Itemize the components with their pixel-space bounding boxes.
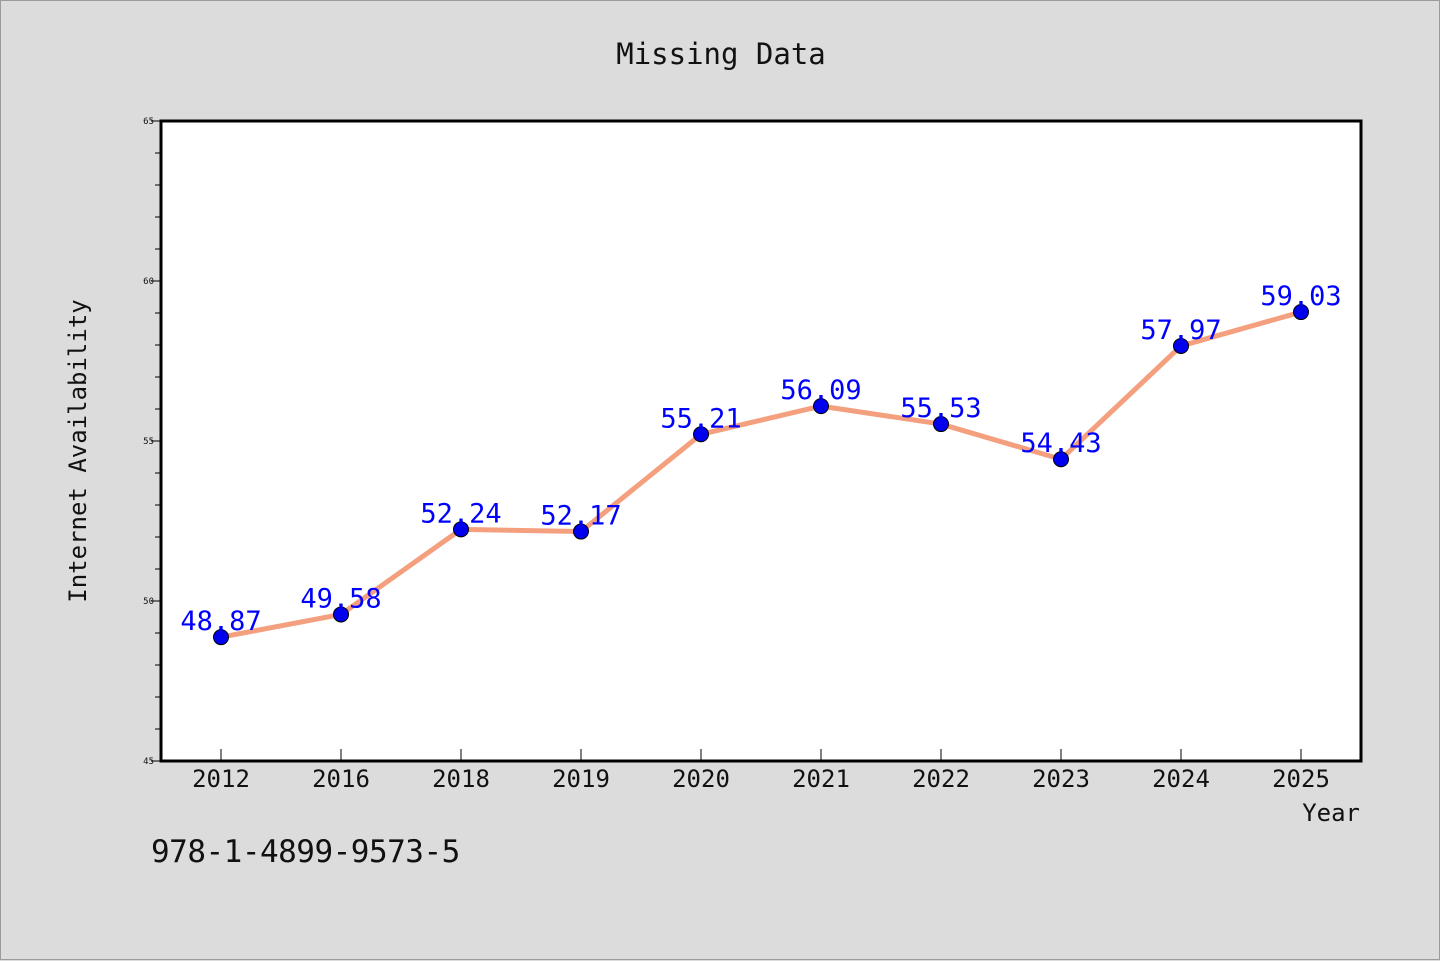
x-tick-label: 2012 [192,765,250,793]
data-point [813,398,829,415]
y-axis-ticks: 45 50 55 60 65 [143,117,161,767]
x-tick-label: 2019 [552,765,610,793]
series-line [218,309,1304,640]
x-axis-label: Year [1302,799,1360,827]
data-label: 56.09 [780,375,861,406]
data-label-layer: 48.87 49.58 52.24 52.17 55.21 56.09 55.53 54.43… [180,281,1341,637]
chart-title: Missing Data [616,37,826,71]
footer-isbn: 978-1-4899-9573-5 [151,834,460,870]
x-tick-label: 2022 [912,765,970,793]
x-tick-label: 2020 [672,765,730,793]
data-label: 55.21 [660,403,741,434]
data-point [693,426,709,443]
y-tick-label: 55 [143,437,154,447]
data-label: 55.53 [900,393,981,424]
x-tick-label: 2018 [432,765,490,793]
data-point [213,629,229,646]
data-point [453,521,469,538]
x-tick-label: 2023 [1032,765,1090,793]
data-label: 57.97 [1140,315,1221,346]
data-point [1053,451,1069,468]
y-tick-label: 65 [143,117,154,127]
data-label: 49.58 [300,583,381,614]
data-label: 52.17 [540,501,621,532]
y-tick-label: 60 [143,277,154,287]
x-tick-label: 2024 [1152,765,1210,793]
series-layer [213,304,1309,646]
data-label: 59.03 [1260,281,1341,312]
y-axis-label: Internet Availability [64,299,92,602]
x-axis-ticks: 2012 2016 2018 2019 2020 2021 2022 2023 2024 2025 [192,749,1330,793]
x-tick-label: 2021 [792,765,850,793]
data-label: 48.87 [180,606,261,637]
plot-area [159,119,1363,763]
data-point [333,606,349,623]
x-tick-label: 2016 [312,765,370,793]
data-point [933,416,949,433]
y-tick-label: 45 [143,757,154,767]
y-tick-label: 50 [143,597,154,607]
x-tick-label: 2025 [1272,765,1330,793]
data-point [1173,337,1189,354]
data-label: 54.43 [1020,428,1101,459]
data-point [573,523,589,540]
data-label: 52.24 [420,498,501,529]
data-point [1293,304,1309,321]
